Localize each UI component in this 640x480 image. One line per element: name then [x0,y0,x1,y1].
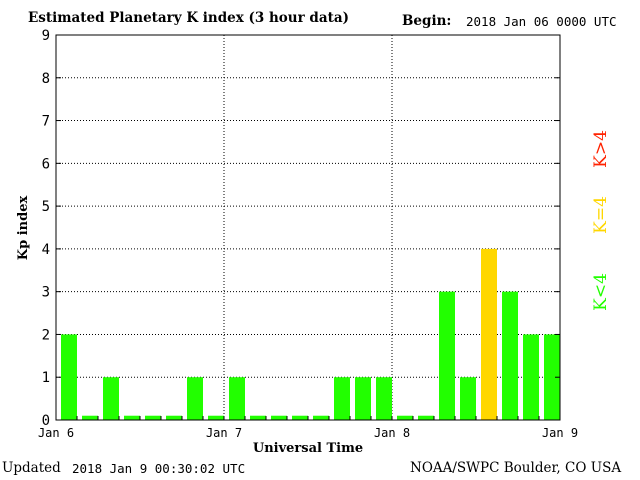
begin-value: 2018 Jan 06 0000 UTC [466,14,617,29]
y-axis-label: Kp index [16,196,31,261]
legend-label: K=4 [591,196,611,234]
legend-label: K>4 [591,130,611,168]
updated-value: 2018 Jan 9 00:30:02 UTC [72,461,246,476]
kp-bar [397,415,413,420]
chart-title: Estimated Planetary K index (3 hour data… [28,10,349,26]
source-credit: NOAA/SWPC Boulder, CO USA [410,460,622,476]
kp-bar [61,334,77,420]
y-tick-label: 3 [42,285,50,301]
y-tick-label: 1 [42,370,50,386]
begin-label: Begin: [402,13,452,29]
kp-bar [439,291,455,420]
kp-bar [166,415,182,420]
y-tick-label: 5 [42,199,50,215]
x-tick-label: Jan 8 [374,426,410,440]
bars [61,248,560,420]
x-tick-label: Jan 9 [542,426,578,440]
x-tick-label: Jan 7 [206,426,242,440]
y-tick-label: 7 [42,114,50,130]
kp-bar [82,415,98,420]
kp-bar [376,377,392,420]
x-tick-label: Jan 6 [38,426,74,440]
kp-bar [250,415,266,420]
kp-bar [418,415,434,420]
y-ticks: 0 1 2 3 4 5 6 7 8 9 [42,28,560,429]
grid-lines [56,35,560,420]
legend: K<4 K=4 K>4 [591,130,611,311]
kp-bar [187,377,203,420]
kp-bar [292,415,308,420]
x-ticks: Jan 6 Jan 7 Jan 8 Jan 9 [38,416,578,440]
y-tick-label: 4 [42,242,50,258]
kp-bar [103,377,119,420]
kp-bar [502,291,518,420]
kp-bar [208,415,224,420]
y-tick-label: 2 [42,327,50,343]
y-tick-label: 8 [42,71,50,87]
kp-bar [313,415,329,420]
kp-bar [334,377,350,420]
kp-bar [355,377,371,420]
y-tick-label: 0 [42,413,50,429]
kp-bar [523,334,539,420]
y-tick-label: 6 [42,156,50,172]
kp-bar [145,415,161,420]
legend-label: K<4 [591,273,611,311]
kp-bar [271,415,287,420]
kp-bar [544,334,560,420]
kp-bar [460,377,476,420]
kp-bar [481,248,497,420]
x-axis-label: Universal Time [253,441,363,456]
kp-bar [124,415,140,420]
y-tick-label: 9 [42,28,50,44]
updated-label: Updated [2,460,61,476]
kp-bar [229,377,245,420]
